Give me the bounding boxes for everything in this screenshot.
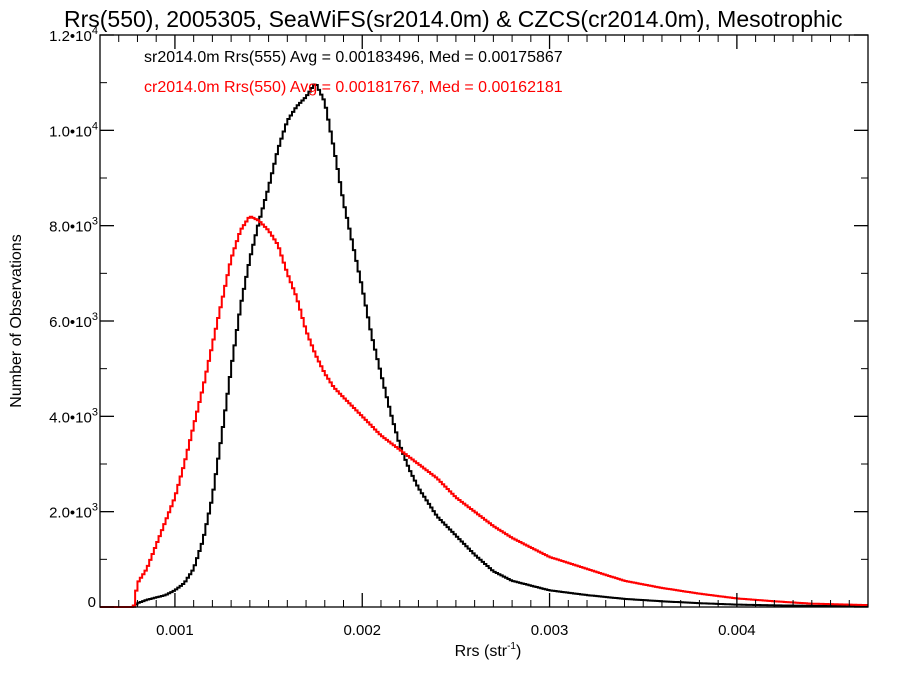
y-tick-label-3: 6.0•103 xyxy=(49,311,98,331)
y-tick-label-2: 4.0•103 xyxy=(49,406,98,426)
series-layer xyxy=(100,83,868,608)
x-axis-label: Rrs (str-1) xyxy=(455,641,522,660)
x-tick-label-2: 0.003 xyxy=(531,622,569,639)
tick-layer: 0.001 0.002 0.003 0.004 0 2.0•103 4.0•103 6.0•1… xyxy=(49,25,869,639)
chart-title: Rrs(550), 2005305, SeaWiFS(sr2014.0m) & … xyxy=(64,6,842,32)
x-tick-label-0: 0.001 xyxy=(156,622,194,639)
legend-entry-seawifs: sr2014.0m Rrs(555) Avg = 0.00183496, Med… xyxy=(144,49,563,66)
series-line-1 xyxy=(100,215,868,608)
x-tick-label-1: 0.002 xyxy=(343,622,381,639)
series-line-0 xyxy=(100,83,868,608)
y-tick-label-1: 2.0•103 xyxy=(49,502,98,522)
y-tick-label-4: 8.0•103 xyxy=(49,216,98,236)
y-tick-label-6: 1.2•104 xyxy=(49,25,98,45)
y-tick-label-5: 1.0•104 xyxy=(49,120,98,140)
y-axis-label: Number of Observations xyxy=(8,234,25,407)
x-axis-label-exponent: -1 xyxy=(507,641,516,652)
y-tick-label-0: 0 xyxy=(88,594,96,611)
x-tick-label-3: 0.004 xyxy=(718,622,756,639)
legend-entry-czcs: cr2014.0m Rrs(550) Avg = 0.00181767, Med… xyxy=(144,79,563,96)
